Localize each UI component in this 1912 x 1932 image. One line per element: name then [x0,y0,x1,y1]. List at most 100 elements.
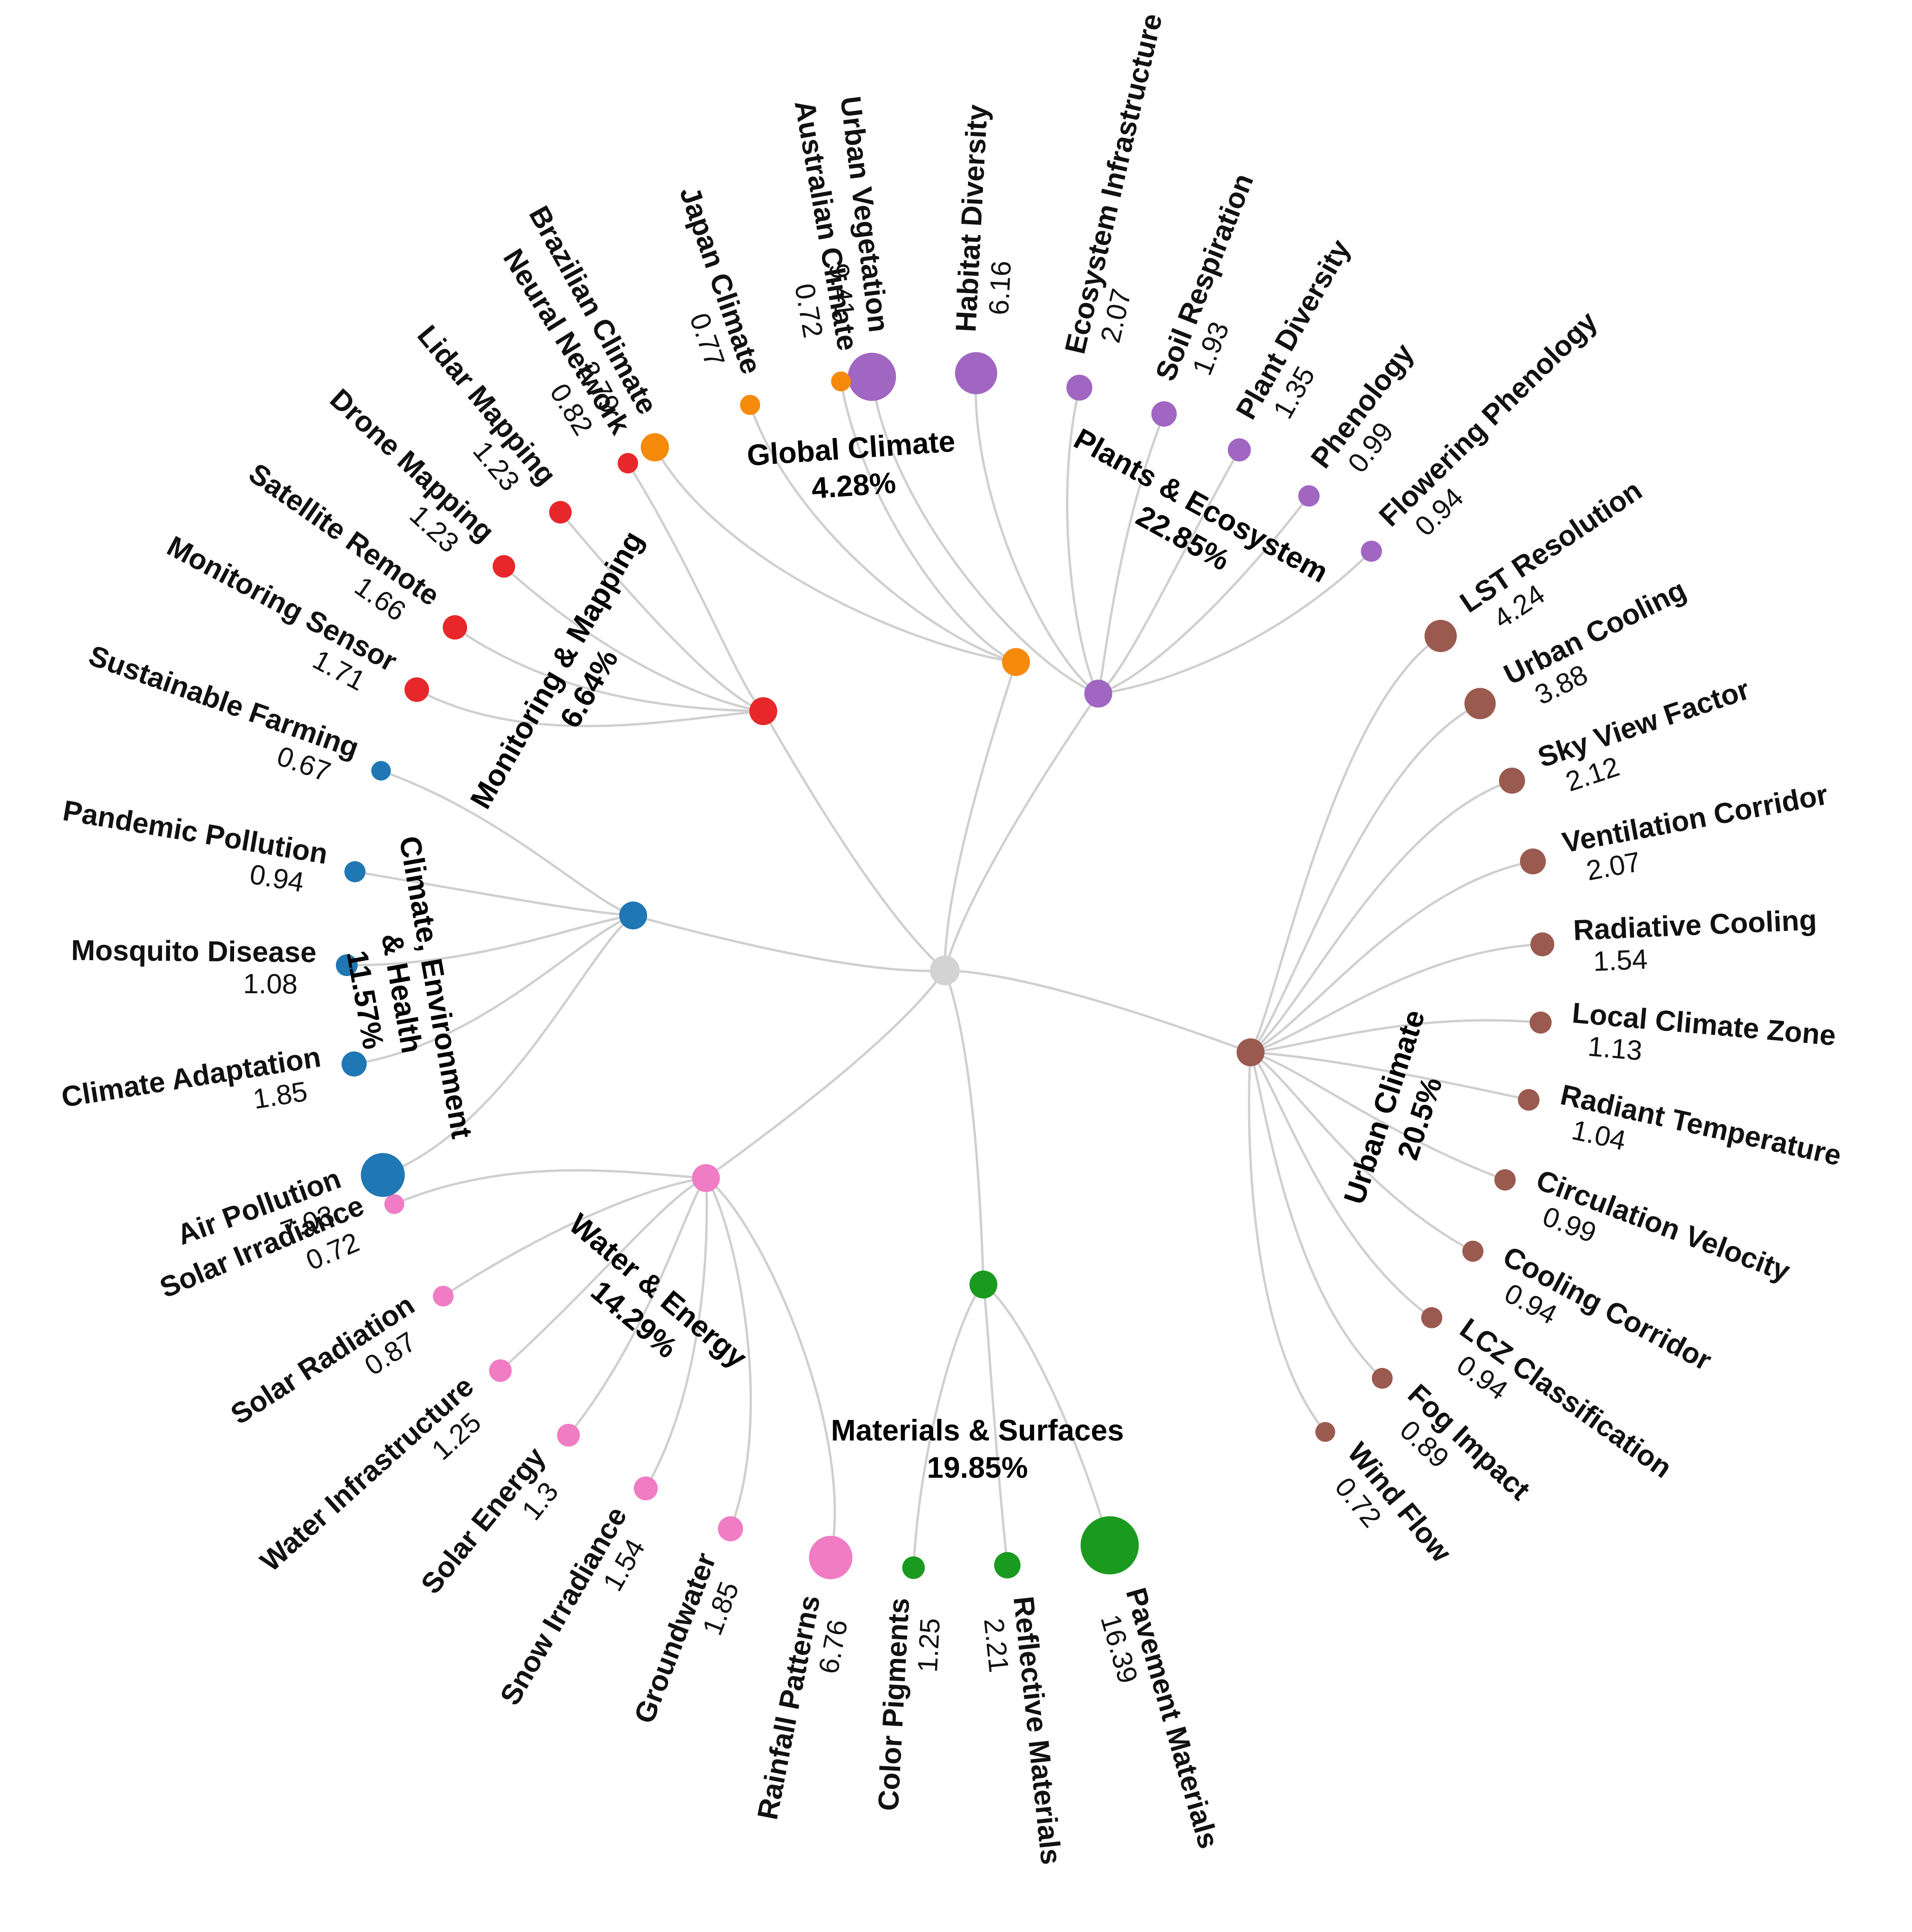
group-label-health: Climate, Environment& Health11.57% [322,834,479,1153]
link-monitoring-leaf [626,462,764,712]
link-global-leaf [749,404,1017,663]
leaf-name: Rainfall Patterns [752,1593,827,1822]
group-node-materials [969,1270,997,1299]
link-monitoring-leaf [454,626,764,713]
leaf-node [1520,848,1546,875]
leaf-label: Solar Energy1.3 [415,1441,564,1600]
link-urban-leaf [1249,1052,1383,1380]
link-urban-leaf [1249,702,1481,1053]
leaf-node [433,1286,454,1307]
leaf-node [1421,1307,1442,1328]
leaf-node [1080,1516,1139,1575]
link-plants-leaf [974,373,1099,695]
leaf-node [404,677,429,702]
root-node [930,956,960,985]
link-water-leaf [499,1177,707,1372]
link-global-leaf [653,446,1017,663]
leaf-node [1499,767,1525,794]
group-name-materials: Materials & Surfaces [831,1414,1124,1447]
group-node-global [1002,648,1030,676]
leaf-node [1529,1011,1552,1034]
link-urban-leaf [1249,1051,1433,1319]
link-plants-leaf [870,377,1099,695]
leaf-value: 1.25 [912,1617,946,1673]
link-urban-leaf [1250,1051,1529,1101]
leaf-node [341,1051,367,1077]
link-urban-leaf [1250,860,1533,1054]
labels-layer: Plants & Ecosystem22.85%Urban Vegetation… [59,11,1844,1866]
leaf-value: 9.41 [823,262,861,319]
leaf-node [1151,401,1177,427]
leaf-value: 6.16 [983,260,1017,316]
leaf-node [557,1424,580,1447]
leaf-name: Color Pigments [872,1597,916,1811]
link-monitoring-leaf [503,565,764,713]
leaf-name: Mosquito Disease [71,935,316,969]
leaf-name: Pavement Materials [1119,1584,1225,1852]
nodes-layer [336,352,1555,1579]
link-urban-leaf [1250,779,1513,1054]
leaf-node [809,1535,853,1579]
link-water-leaf [442,1177,707,1297]
link-water-leaf [645,1178,708,1489]
link-root-urban [944,969,1251,1054]
link-materials-leaf [912,1284,984,1568]
leaf-node [1424,619,1457,653]
link-water-leaf [394,1169,706,1205]
leaf-name: Groundwater [628,1548,723,1728]
link-root-materials [943,970,985,1285]
leaf-node [549,501,572,524]
leaf-name: Radiative Cooling [1573,904,1818,947]
leaf-node [831,371,851,391]
link-health-leaf [382,914,634,1176]
leaf-node [1518,1089,1540,1111]
leaf-node [1530,932,1555,956]
leaf-value: 1.13 [1587,1030,1643,1066]
group-node-urban [1236,1038,1265,1066]
link-materials-leaf [982,1284,1009,1566]
link-plants-leaf [1098,550,1373,695]
leaf-node [718,1516,743,1542]
link-monitoring-leaf [559,512,764,713]
link-health-leaf [347,914,633,967]
leaf-node [633,1476,658,1501]
link-global-leaf [840,381,1017,663]
leaf-value: 1.54 [1593,943,1649,977]
leaf-node [1360,540,1382,562]
leaf-node [1066,375,1092,401]
leaf-node [492,555,515,578]
leaf-value: 1.08 [243,968,297,1000]
leaf-node [443,615,467,640]
link-plants-leaf [1097,413,1165,694]
link-urban-leaf [1250,1051,1506,1181]
leaf-name: LST Resolution [1454,474,1648,619]
link-urban-leaf [1249,635,1441,1053]
leaf-node [336,954,358,976]
group-label-materials: Materials & Surfaces 19.85% [831,1414,1124,1484]
leaf-node [1464,687,1496,720]
link-plants-leaf [1066,387,1099,694]
link-root-monitoring [762,710,946,971]
group-label-urban: Urban Climate20.5% [1337,1006,1467,1220]
link-urban-leaf [1250,1019,1541,1054]
leaf-node [902,1556,925,1579]
group-label-global: Global Climate4.28% [746,424,959,510]
leaf-node [640,433,669,462]
leaf-node [489,1359,512,1382]
link-water-leaf [705,1177,752,1529]
leaf-node [1315,1422,1335,1442]
link-root-water [705,969,946,1179]
leaf-name: Flowering Phenology [1373,305,1604,533]
group-node-plants [1084,680,1112,708]
leaf-node [1227,438,1251,462]
link-plants-leaf [1097,495,1310,695]
